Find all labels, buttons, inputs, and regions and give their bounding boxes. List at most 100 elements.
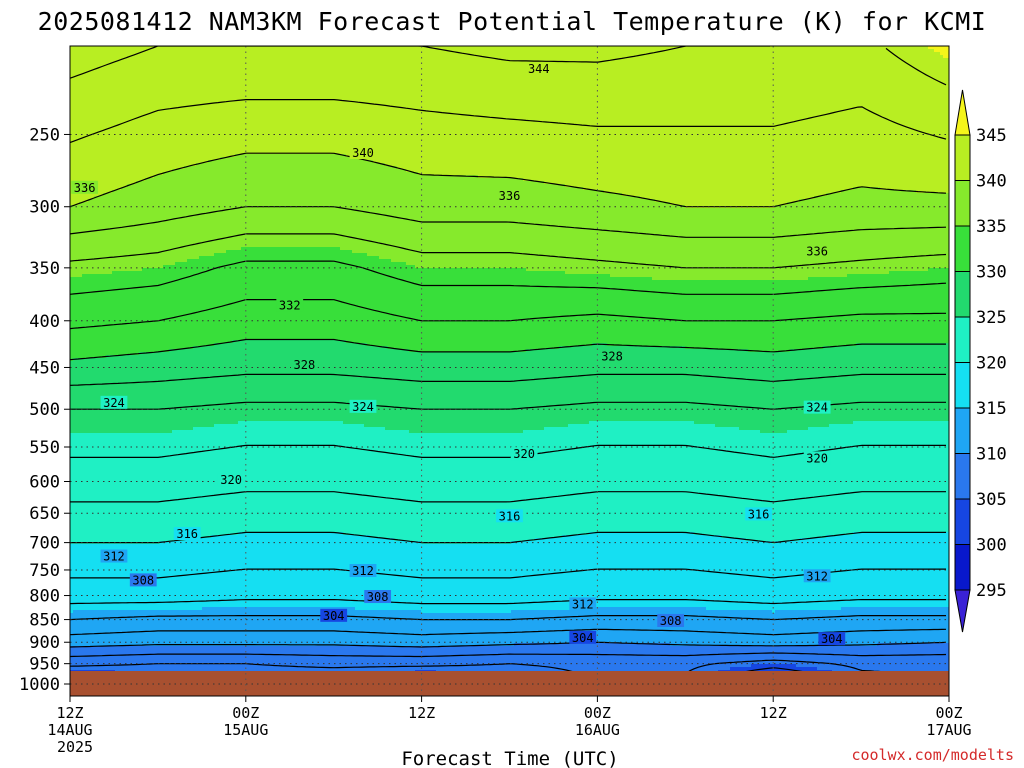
field-cell [547,184,551,272]
field-cell [457,268,461,353]
field-cell [73,205,77,278]
field-cell [943,46,947,59]
field-cell [355,157,359,254]
field-cell [760,208,764,281]
field-cell [676,280,680,347]
field-cell [202,346,206,428]
field-cell [658,46,662,203]
field-cell [322,421,326,533]
field-cell [484,268,488,353]
field-cell [334,154,338,248]
field-cell [286,646,290,671]
field-cell [889,190,893,272]
contour-label: 324 [352,400,374,414]
field-cell [337,421,341,533]
field-cell [136,181,140,272]
field-cell [829,424,833,536]
field-cell [115,355,119,434]
field-cell [754,352,758,431]
field-cell [286,607,290,647]
field-cell [703,208,707,281]
field-cell [541,271,545,350]
field-cell [187,259,191,350]
field-cell [211,346,215,428]
field-cell [346,46,350,158]
field-cell [931,46,935,50]
colorbar-box [954,407,971,454]
field-cell [445,613,449,647]
colorbar-label: 345 [976,126,1007,146]
field-cell [619,346,623,422]
field-cell [283,154,287,248]
field-cell [424,433,428,545]
field-cell [700,646,704,671]
field-cell [862,46,866,188]
field-cell [526,610,530,644]
field-cell [622,277,626,347]
field-cell [808,199,812,278]
field-cell [283,46,287,155]
field-cell [226,646,230,671]
field-cell [790,610,794,647]
field-cell [490,433,494,545]
field-cell [625,277,629,347]
field-cell [898,532,902,608]
contour-line-320 [70,531,946,544]
field-cell [313,247,317,341]
field-cell [382,163,386,260]
field-cell [355,646,359,671]
field-cell [742,349,746,431]
field-cell [88,274,92,359]
field-cell [397,349,401,431]
field-cell [592,607,596,644]
field-cell [118,271,122,356]
field-cell [571,610,575,644]
field-cell [490,46,494,179]
field-cell [262,340,266,422]
field-cell [724,280,728,350]
field-cell [781,664,785,671]
field-cell [895,643,899,671]
field-cell [787,352,791,431]
contour-label: 304 [323,609,345,623]
field-cell [466,352,470,434]
field-cell [679,346,683,422]
field-cell [892,532,896,608]
field-cell [160,646,164,671]
field-cell [892,46,896,191]
field-cell [253,340,257,422]
field-cell [277,154,281,248]
field-cell [505,46,509,179]
field-cell [580,346,584,425]
field-cell [307,532,311,608]
field-cell [352,253,356,344]
field-cell [709,349,713,425]
field-cell [103,46,107,194]
field-cell [715,208,719,281]
contour-label-bg [129,573,157,587]
field-cell [127,544,131,611]
field-cell [865,646,869,671]
field-cell [253,532,257,608]
field-cell [196,610,200,647]
field-cell [667,46,671,203]
field-cell [91,46,95,200]
field-cell [421,433,425,545]
field-cell [430,670,434,671]
field-cell [880,46,884,191]
field-cell [571,346,575,425]
field-cell [946,58,949,194]
field-cell [919,343,923,422]
field-cell [424,268,428,353]
field-cell [793,349,797,431]
field-cell [214,160,218,254]
field-cell [805,610,809,647]
field-cell [709,646,713,671]
contour-label: 308 [660,614,682,628]
field-cell [622,421,626,533]
field-cell [673,280,677,347]
field-cell [574,643,578,671]
field-cell [490,646,494,671]
field-cell [940,55,944,194]
field-cell [79,646,83,671]
